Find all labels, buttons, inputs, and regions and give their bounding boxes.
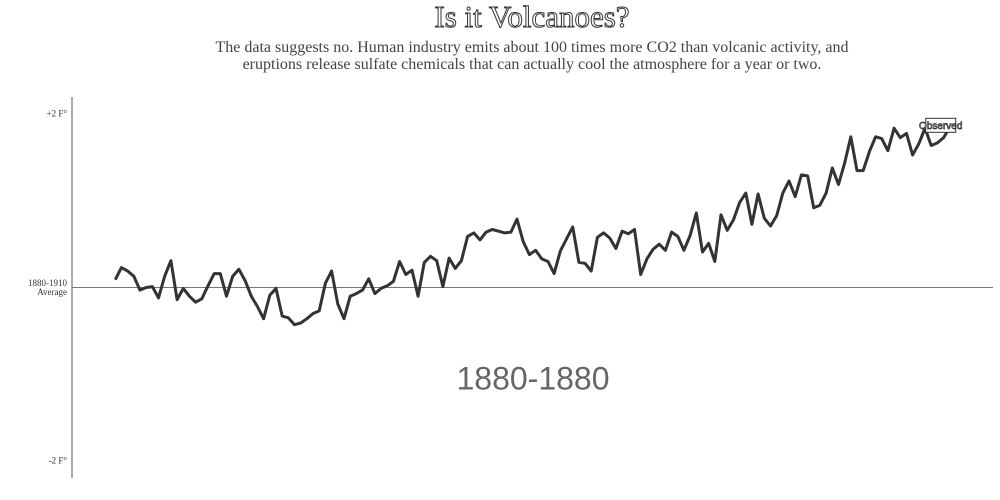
y-tick-label: 1880-1910 Average xyxy=(28,277,67,297)
annotation: 1880-1880 xyxy=(456,360,609,396)
chart-title: Is it Volcanoes? xyxy=(434,0,630,34)
series-label-text: Observed xyxy=(919,121,962,132)
series-label-box xyxy=(925,117,957,133)
chart-subtitle: The data suggests no. Human industry emi… xyxy=(215,39,849,73)
series-label: Observed xyxy=(919,117,963,133)
y-tick-label: -2 F° xyxy=(48,455,67,466)
y-tick-label: +2 F° xyxy=(46,108,67,119)
data-line xyxy=(113,126,951,327)
